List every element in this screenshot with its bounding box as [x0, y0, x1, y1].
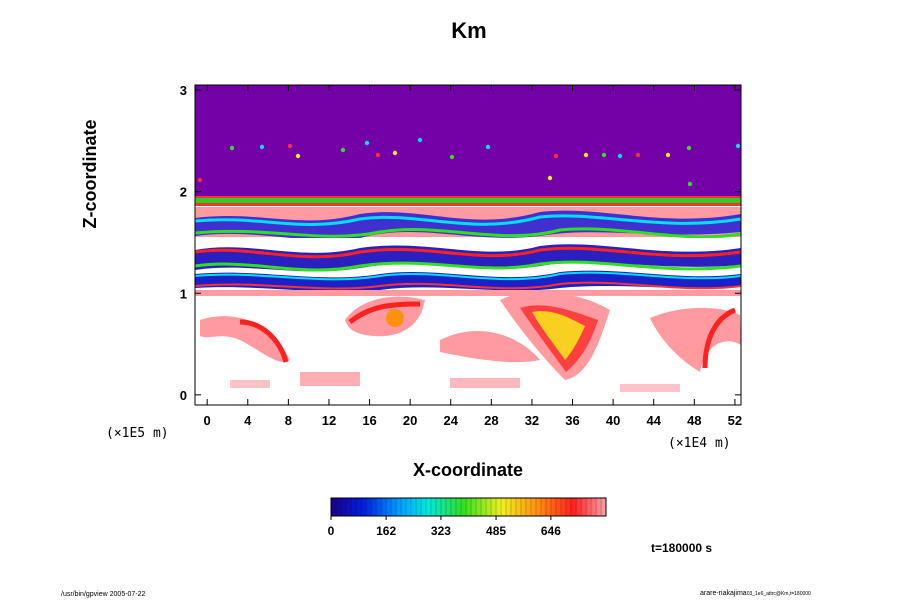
x-tick-label: 52 — [728, 413, 742, 428]
x-axis-unit: (×1E4 m) — [668, 436, 731, 451]
field-dot — [687, 181, 693, 187]
x-tick-label: 4 — [244, 413, 252, 428]
field-dot — [635, 152, 641, 158]
x-axis-label: X-coordinate — [412, 460, 523, 480]
field-dot — [375, 152, 381, 158]
colorbar-tick-label: 162 — [376, 524, 396, 538]
colorbar-tick-label: 0 — [328, 524, 335, 538]
plot-frame — [194, 84, 742, 406]
field-dot — [485, 144, 491, 150]
field-dot — [417, 137, 423, 143]
lower-plumes — [200, 291, 741, 392]
field-dot — [601, 152, 607, 158]
x-tick-label: 36 — [565, 413, 579, 428]
x-tick-label: 48 — [687, 413, 701, 428]
field-dot — [287, 143, 293, 149]
field-dot — [547, 175, 553, 181]
chart-title: Km — [451, 18, 487, 43]
x-tick-label: 44 — [646, 413, 661, 428]
turbulent-layer — [194, 196, 742, 296]
x-tick-label: 12 — [322, 413, 336, 428]
upper-region-dots — [197, 137, 741, 187]
field-upper-region — [195, 85, 741, 200]
field-dot — [449, 154, 455, 160]
x-axis-ticks: 0 4 8 12 16 20 24 28 32 36 40 44 48 52 — [204, 85, 742, 428]
colorbar-tick-label: 485 — [486, 524, 506, 538]
footer-right: arare-nakajima03_1e6_attrc@Km,t=180000 — [700, 590, 811, 597]
x-tick-label: 20 — [403, 413, 417, 428]
field-dot — [553, 153, 559, 159]
y-tick-label: 0 — [180, 388, 187, 403]
colorbar-frame — [330, 497, 607, 517]
colorbar-ticks: 0 162 323 485 646 — [328, 516, 561, 538]
y-tick-label: 2 — [180, 185, 187, 200]
footer-left: /usr/bin/gpview 2005-07-22 — [61, 591, 146, 598]
x-tick-label: 40 — [606, 413, 620, 428]
colorbar-gradient — [331, 498, 606, 516]
footer-right-main: arare-nakajima — [700, 590, 747, 597]
field-dot — [295, 153, 301, 159]
y-axis-unit: (×1E5 m) — [106, 426, 169, 441]
field-dot — [583, 152, 589, 158]
x-tick-label: 8 — [285, 413, 292, 428]
colorbar: 0 162 323 485 646 — [328, 497, 607, 538]
x-tick-label: 16 — [362, 413, 376, 428]
plot-area — [194, 84, 742, 406]
x-tick-label: 28 — [484, 413, 498, 428]
field-dot — [364, 140, 370, 146]
field-dot — [259, 144, 265, 150]
field-dot — [197, 177, 203, 183]
field-dot — [686, 145, 692, 151]
field-dot — [229, 145, 235, 151]
field-dot — [392, 150, 398, 156]
x-tick-label: 32 — [525, 413, 539, 428]
colorbar-tick-label: 323 — [431, 524, 451, 538]
field-dot — [617, 153, 623, 159]
x-tick-label: 0 — [204, 413, 211, 428]
time-label: t=180000 s — [651, 541, 713, 555]
field-dot — [735, 143, 741, 149]
y-tick-label: 1 — [180, 286, 187, 301]
colorbar-tick-label: 646 — [541, 524, 561, 538]
field-dot — [340, 147, 346, 153]
field-dot — [665, 152, 671, 158]
y-axis-ticks: 0 1 2 3 — [180, 83, 741, 403]
footer-right-sub: 03_1e6_attrc@Km,t=180000 — [746, 591, 811, 597]
colorbar-segments — [335, 498, 602, 516]
x-tick-label: 24 — [444, 413, 459, 428]
y-tick-label: 3 — [180, 83, 187, 98]
